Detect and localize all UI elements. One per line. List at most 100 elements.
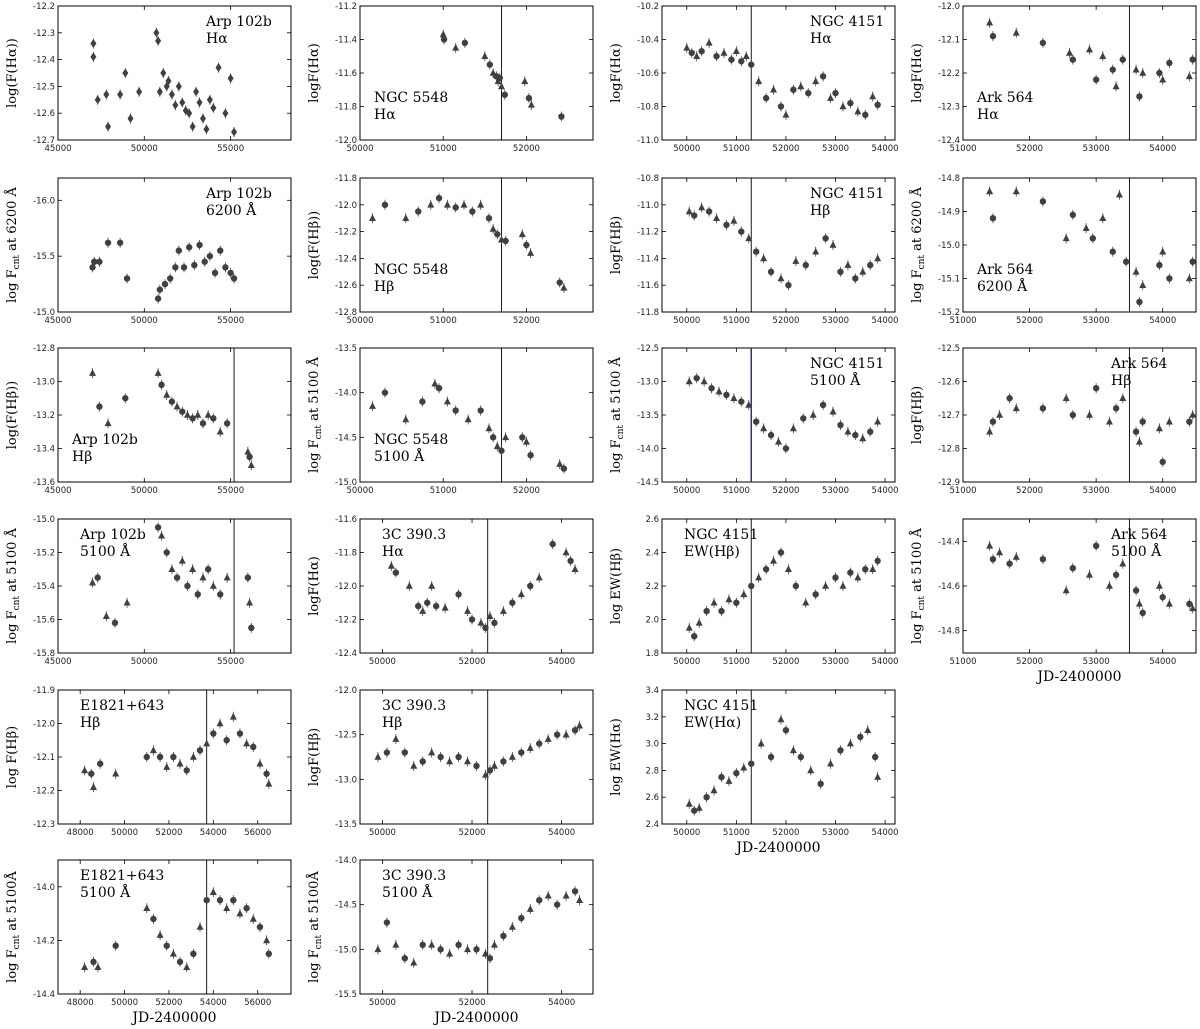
data-point (874, 557, 881, 565)
data-point (576, 896, 584, 903)
data-point (1082, 224, 1090, 232)
data-point (1085, 570, 1093, 578)
data-point (247, 461, 255, 469)
y-axis-label: logF(Hα) (307, 556, 322, 616)
panel-annotation: Hβ (1111, 373, 1131, 389)
data-point (755, 77, 763, 85)
data-point (153, 28, 160, 38)
panel-annotation: NGC 4151 (684, 527, 758, 543)
data-point (123, 598, 131, 606)
data-point (435, 194, 443, 202)
data-point (713, 214, 721, 221)
data-point (199, 420, 207, 427)
x-tick-label: 54000 (1149, 657, 1176, 667)
data-point (383, 919, 391, 926)
y-tick-label: -14.9 (938, 208, 960, 218)
y-tick-label: -16.0 (33, 196, 55, 206)
y-tick-label: -15.5 (33, 252, 55, 262)
data-point (477, 618, 485, 626)
y-tick-label: -11.2 (637, 228, 659, 238)
data-point (723, 221, 730, 229)
data-point (1109, 66, 1116, 73)
data-point (782, 110, 790, 118)
data-point (571, 727, 579, 734)
data-point (191, 261, 198, 269)
data-point (149, 746, 157, 754)
data-point (1136, 298, 1143, 306)
data-point (1105, 582, 1113, 589)
data-point (201, 258, 208, 265)
panel-annotation: Hα (374, 107, 396, 123)
data-point (1159, 458, 1166, 466)
y-tick-label: 1.8 (645, 649, 659, 659)
y-axis-label: logF(Hα) (307, 43, 322, 103)
x-tick-label: 50000 (346, 486, 373, 496)
panel-annotation: 5100 Å (80, 542, 131, 560)
y-tick-label: -13.0 (335, 775, 357, 785)
y-tick-label: -12.2 (335, 616, 357, 626)
x-tick-label: 53000 (1083, 144, 1110, 154)
data-point (236, 909, 244, 917)
x-tick-label: 50000 (673, 486, 700, 496)
data-point (210, 730, 217, 737)
y-axis-label: log F(Hβ) (5, 726, 20, 788)
x-tick-label: 52000 (772, 316, 799, 326)
y-tick-label: -12.4 (33, 56, 55, 66)
data-point (244, 447, 252, 455)
data-point (91, 258, 98, 265)
data-point (989, 556, 997, 563)
panel-annotation: NGC 4151 (684, 698, 758, 714)
data-point (698, 203, 706, 211)
panel-annotation: Ark 564 (976, 262, 1034, 278)
data-point (175, 247, 183, 254)
data-point (435, 385, 443, 392)
data-point (508, 753, 516, 760)
data-point (481, 949, 489, 957)
data-point (203, 739, 211, 747)
data-point (1012, 552, 1020, 560)
data-point (521, 77, 529, 85)
y-tick-label: -13.6 (33, 478, 55, 488)
x-tick-label: 55000 (217, 144, 244, 154)
y-tick-label: -12.0 (335, 201, 357, 211)
y-tick-label: -14.0 (33, 883, 55, 893)
data-point (179, 408, 186, 415)
x-tick-label: 50000 (369, 998, 396, 1008)
data-point (748, 61, 755, 68)
y-tick-label: -12.6 (335, 281, 357, 291)
data-point (163, 549, 170, 556)
data-point (175, 81, 182, 91)
data-point (1012, 187, 1020, 195)
data-point (248, 624, 255, 632)
data-point (757, 739, 765, 747)
data-point (173, 574, 181, 581)
data-point (1159, 593, 1166, 601)
data-point (691, 212, 698, 219)
data-point (733, 599, 740, 606)
panel-annotation: Hβ (80, 715, 100, 731)
data-point (392, 940, 400, 948)
panel-17: 50000 52000 54000 -13.5 -13.0 -12.5 -12.0 logF(… (307, 686, 594, 838)
x-tick-label: 45000 (44, 144, 71, 154)
panel-20: 50000 52000 54000 -15.5 -15.0 -14.5 -14.0 log F… (306, 856, 594, 1026)
y-tick-label: 2.4 (645, 820, 659, 830)
data-point (424, 599, 431, 606)
data-point (94, 963, 102, 970)
data-point (571, 888, 579, 895)
x-tick-label: 55000 (217, 316, 244, 326)
plot-frame (57, 347, 292, 483)
panel-annotation: NGC 4151 (810, 356, 884, 372)
x-tick-label: 52000 (155, 828, 182, 838)
x-tick-label: 54000 (548, 998, 575, 1008)
data-point (246, 598, 254, 606)
x-tick-label: 50000 (131, 144, 158, 154)
data-point (227, 73, 234, 83)
data-point (1156, 69, 1163, 77)
data-point (155, 36, 162, 46)
data-point (452, 43, 460, 51)
data-point (562, 891, 570, 899)
data-point (154, 524, 162, 531)
data-point (725, 595, 733, 603)
data-point (461, 39, 469, 47)
data-point (439, 30, 447, 38)
